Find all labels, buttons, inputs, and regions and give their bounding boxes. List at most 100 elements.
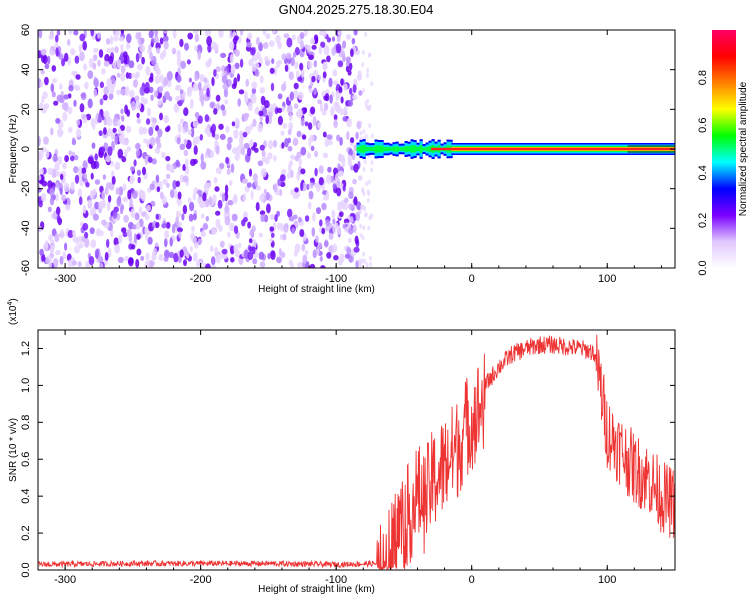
heatmap-cell xyxy=(65,204,71,211)
heatmap-cell xyxy=(208,196,213,205)
heatmap-cell xyxy=(332,218,336,225)
heatmap-cell xyxy=(309,134,315,142)
heatmap-cell xyxy=(220,104,225,111)
heatmap-cell xyxy=(101,219,107,226)
heatmap-cell xyxy=(383,146,387,152)
heatmap-cell xyxy=(94,153,98,161)
heatmap-cell xyxy=(194,241,199,249)
heatmap-cell xyxy=(401,147,405,151)
heatmap-cell xyxy=(82,40,87,51)
heatmap-cell xyxy=(254,62,260,69)
heatmap-cell xyxy=(407,146,411,152)
heatmap-cell xyxy=(70,48,76,56)
heatmap-cell xyxy=(210,126,214,134)
heatmap-cell xyxy=(348,203,355,211)
heatmap-cell xyxy=(269,237,273,243)
heatmap-cell xyxy=(77,261,82,268)
heatmap-cell xyxy=(352,178,357,185)
heatmap-cell xyxy=(126,33,132,44)
heatmap-cell xyxy=(324,138,329,148)
heatmap-cell xyxy=(117,128,122,135)
heatmap-cell xyxy=(351,37,356,45)
heatmap-cell xyxy=(213,177,218,184)
heatmap-cell xyxy=(118,234,123,244)
heatmap-cell xyxy=(76,119,80,126)
heatmap-cell xyxy=(258,251,265,260)
heatmap-cell xyxy=(114,161,121,171)
heatmap-cell xyxy=(83,173,88,179)
heatmap-cell xyxy=(139,86,146,96)
snr-series-line xyxy=(38,334,675,570)
heatmap-cell xyxy=(294,61,299,70)
heatmap-cell xyxy=(82,160,88,170)
heatmap-cell xyxy=(206,36,213,46)
heatmap-cell xyxy=(229,245,235,255)
heatmap-cell xyxy=(182,204,188,215)
heatmap-cell xyxy=(271,58,275,64)
line-y-multiplier: (x104) xyxy=(7,298,19,325)
heatmap-cell xyxy=(311,75,316,83)
heatmap-cell xyxy=(248,58,254,67)
heatmap-cell xyxy=(320,41,326,48)
heatmap-cell xyxy=(286,105,293,114)
heatmap-cell xyxy=(224,215,231,226)
heatmap-cell xyxy=(277,115,283,126)
heatmap-cell xyxy=(64,242,68,251)
heatmap-cell xyxy=(155,221,160,229)
heatmap-cell xyxy=(252,118,257,127)
heatmap-cell xyxy=(314,37,319,43)
heatmap-cell xyxy=(269,214,276,220)
heatmap-cell xyxy=(287,208,293,218)
heatmap-cell xyxy=(232,147,238,155)
heatmap-cell xyxy=(224,184,229,194)
heatmap-cell xyxy=(349,87,353,95)
heatmap-cell xyxy=(291,34,296,41)
heatmap-y-tick-label: 20 xyxy=(20,103,32,115)
heatmap-cell xyxy=(133,79,139,88)
heatmap-cell xyxy=(177,227,183,233)
heatmap-cell xyxy=(68,126,73,133)
heatmap-cell xyxy=(218,123,224,130)
heatmap-cell xyxy=(39,80,44,87)
heatmap-cell xyxy=(193,158,198,165)
heatmap-cell xyxy=(419,145,423,153)
heatmap-cell xyxy=(39,168,44,175)
heatmap-cell xyxy=(103,110,110,119)
heatmap-cell xyxy=(221,248,228,255)
heatmap-cell xyxy=(149,52,154,61)
heatmap-cell xyxy=(144,81,150,91)
heatmap-cell xyxy=(297,76,303,82)
heatmap-cell xyxy=(124,86,130,96)
heatmap-cell xyxy=(270,82,275,92)
heatmap-cell xyxy=(118,36,125,42)
heatmap-cell xyxy=(106,238,110,248)
heatmap-cell xyxy=(215,218,221,229)
heatmap-cell xyxy=(113,35,119,42)
heatmap-cell xyxy=(40,192,47,202)
heatmap-cell xyxy=(236,73,241,82)
heatmap-cell xyxy=(194,73,198,82)
heatmap-cell xyxy=(255,201,260,212)
heatmap-cell xyxy=(48,234,53,242)
heatmap-cell xyxy=(286,37,293,48)
heatmap-cell xyxy=(330,106,335,114)
heatmap-cell xyxy=(131,244,136,250)
heatmap-cell xyxy=(173,103,180,113)
heatmap-cell xyxy=(225,156,230,165)
heatmap-cell xyxy=(249,139,254,148)
heatmap-cell xyxy=(342,201,349,211)
colorbar-tick-label: 0.4 xyxy=(697,165,709,180)
heatmap-cell xyxy=(200,201,206,208)
heatmap-cell xyxy=(324,239,329,248)
heatmap-cell xyxy=(106,78,112,88)
heatmap-cell xyxy=(261,156,268,163)
line-y-multiplier-base: (x10 xyxy=(8,305,19,325)
heatmap-cell xyxy=(326,252,332,259)
heatmap-cell xyxy=(425,146,429,152)
heatmap-cell xyxy=(309,263,316,268)
heatmap-cell xyxy=(59,187,63,195)
heatmap-cell xyxy=(92,54,98,62)
heatmap-cell xyxy=(251,238,257,249)
heatmap-cell xyxy=(138,51,143,59)
heatmap-cell xyxy=(75,128,82,138)
